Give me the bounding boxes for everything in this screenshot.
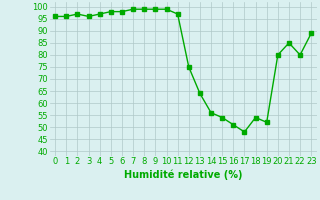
X-axis label: Humidité relative (%): Humidité relative (%) xyxy=(124,169,243,180)
